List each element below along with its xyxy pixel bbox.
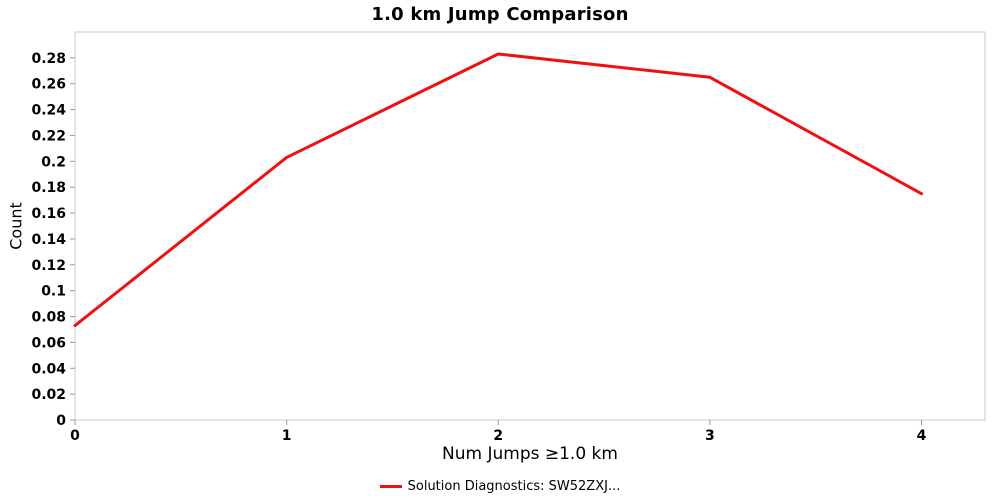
- y-tick-label: 0: [56, 413, 66, 429]
- y-tick-label: 0.04: [31, 361, 66, 377]
- legend-line-marker: [379, 485, 402, 488]
- y-tick-label: 0.06: [31, 335, 66, 351]
- x-tick-label: 4: [917, 428, 927, 444]
- y-tick-label: 0.28: [31, 51, 66, 67]
- y-tick-label: 0.02: [31, 387, 66, 403]
- x-tick-label: 3: [705, 428, 715, 444]
- series-line: [73, 52, 924, 328]
- plot-border: [74, 31, 986, 421]
- y-tick-label: 0.14: [31, 232, 66, 248]
- y-tick-label: 0.2: [41, 154, 66, 170]
- y-tick-label: 0.1: [41, 284, 66, 300]
- y-tick-label: 0.18: [31, 180, 66, 196]
- y-tick-label: 0.26: [31, 77, 66, 93]
- chart-title: 1.0 km Jump Comparison: [371, 4, 629, 25]
- y-tick-label: 0.08: [31, 310, 66, 326]
- x-tick-label: 0: [70, 428, 80, 444]
- legend: Solution Diagnostics: SW52ZXJ...: [0, 479, 1000, 494]
- x-tick-label: 2: [493, 428, 503, 444]
- y-tick-label: 0.16: [31, 206, 66, 222]
- y-tick-label: 0.22: [31, 128, 66, 144]
- x-axis-label: Num Jumps ≥1.0 km: [442, 444, 618, 464]
- y-axis-label: Count: [6, 202, 26, 250]
- y-tick-label: 0.24: [31, 103, 66, 119]
- y-tick-label: 0.12: [31, 258, 66, 274]
- legend-label: Solution Diagnostics: SW52ZXJ...: [407, 479, 621, 494]
- x-tick-label: 1: [282, 428, 292, 444]
